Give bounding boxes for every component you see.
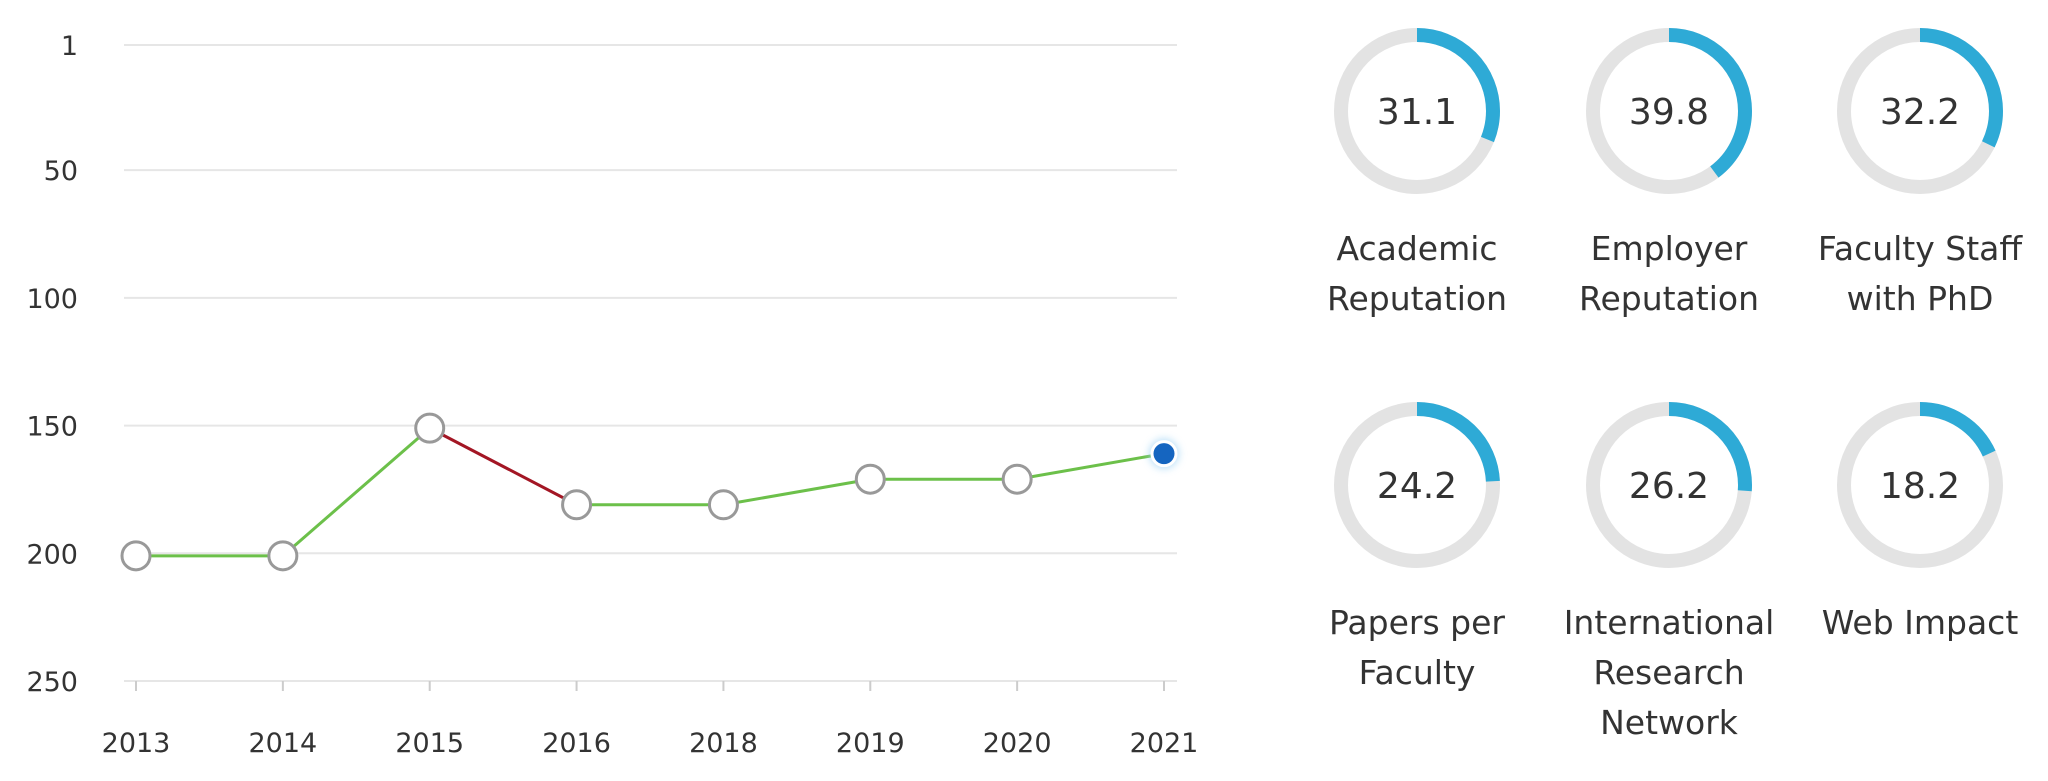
metric-academic-reputation: 31.1 Academic Reputation (1297, 26, 1537, 324)
y-tick-label: 100 (26, 284, 78, 315)
line-segment (723, 477, 871, 507)
data-point[interactable] (120, 540, 152, 572)
score-ring: 32.2 (1837, 28, 2003, 194)
data-point[interactable] (414, 412, 446, 444)
x-tick-label: 2014 (248, 728, 317, 759)
line-segment (429, 426, 578, 507)
data-point[interactable] (707, 489, 739, 521)
metric-value: 32.2 (1880, 92, 1960, 133)
label-line: Faculty Staff (1817, 229, 2023, 268)
y-tick-label: 250 (26, 667, 78, 698)
score-ring: 39.8 (1586, 28, 1752, 194)
label-line: Employer (1590, 229, 1748, 268)
y-tick-label: 150 (26, 412, 78, 443)
label-line: Papers per (1329, 603, 1505, 642)
score-ring: 26.2 (1586, 402, 1752, 568)
metric-value: 18.2 (1880, 466, 1960, 507)
rank-series (136, 426, 1165, 558)
label-line: Academic (1336, 229, 1498, 268)
label-line: Reputation (1327, 279, 1507, 318)
metric-label: Employer Reputation (1549, 224, 1789, 324)
metric-label: Web Impact (1800, 598, 2040, 648)
score-ring: 18.2 (1837, 402, 2003, 568)
x-tick-label: 2019 (836, 728, 905, 759)
metric-value: 24.2 (1377, 466, 1457, 507)
x-tick-label: 2016 (542, 728, 611, 759)
y-tick-label: 1 (61, 31, 78, 62)
label-line: with PhD (1846, 279, 1994, 318)
current-data-point[interactable] (1150, 440, 1178, 468)
label-line: Reputation (1579, 279, 1759, 318)
score-ring: 24.2 (1334, 402, 1500, 568)
score-ring: 31.1 (1334, 28, 1500, 194)
data-point[interactable] (1001, 463, 1033, 495)
metric-employer-reputation: 39.8 Employer Reputation (1549, 26, 1789, 324)
line-segment (1016, 452, 1165, 481)
data-point[interactable] (267, 540, 299, 572)
metric-value: 31.1 (1377, 92, 1457, 133)
metric-value: 39.8 (1629, 92, 1709, 133)
x-tick-label: 2018 (689, 728, 758, 759)
x-tick-label: 2013 (102, 728, 171, 759)
rank-markers (120, 412, 1179, 572)
label-line: Web Impact (1821, 603, 2019, 642)
grid (124, 44, 1177, 682)
metric-label: Faculty Staff with PhD (1800, 224, 2040, 324)
label-line: Network (1600, 703, 1738, 742)
label-line: Research (1593, 653, 1745, 692)
label-line: International (1563, 603, 1775, 642)
metric-web-impact: 18.2 Web Impact (1800, 400, 2040, 648)
metric-label: International Research Network (1549, 598, 1789, 748)
x-tick-label: 2020 (983, 728, 1052, 759)
metric-faculty-staff-with-phd: 32.2 Faculty Staff with PhD (1800, 26, 2040, 324)
y-tick-label: 50 (44, 156, 78, 187)
metric-value: 26.2 (1629, 466, 1709, 507)
x-axis: 2013 2014 2015 2016 2018 2019 2020 2021 (102, 681, 1199, 759)
metric-papers-per-faculty: 24.2 Papers per Faculty (1297, 400, 1537, 698)
data-point[interactable] (854, 463, 886, 495)
x-tick-label: 2015 (395, 728, 464, 759)
y-tick-label: 200 (26, 539, 78, 570)
label-line: Faculty (1358, 653, 1476, 692)
line-segment (281, 427, 431, 557)
x-tick-label: 2021 (1130, 728, 1199, 759)
metric-label: Academic Reputation (1297, 224, 1537, 324)
metric-international-research-network: 26.2 International Research Network (1549, 400, 1789, 748)
metric-label: Papers per Faculty (1297, 598, 1537, 698)
data-point[interactable] (561, 489, 593, 521)
